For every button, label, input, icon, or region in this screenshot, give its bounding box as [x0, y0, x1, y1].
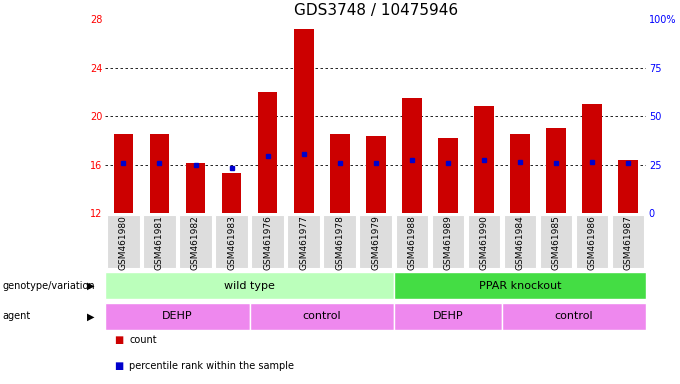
FancyBboxPatch shape [394, 272, 646, 299]
Text: GSM461987: GSM461987 [624, 215, 632, 270]
Bar [330, 134, 350, 213]
Text: GSM461982: GSM461982 [191, 215, 200, 270]
Text: count: count [129, 335, 157, 345]
FancyBboxPatch shape [143, 215, 175, 268]
Text: GSM461985: GSM461985 [551, 215, 560, 270]
FancyBboxPatch shape [540, 215, 572, 268]
FancyBboxPatch shape [180, 215, 211, 268]
FancyBboxPatch shape [502, 303, 646, 330]
FancyBboxPatch shape [107, 215, 139, 268]
Bar [222, 173, 241, 213]
Bar [510, 134, 530, 213]
Text: GSM461979: GSM461979 [371, 215, 380, 270]
Text: genotype/variation: genotype/variation [2, 281, 95, 291]
FancyBboxPatch shape [432, 215, 464, 268]
Text: PPAR knockout: PPAR knockout [479, 281, 561, 291]
Text: GSM461990: GSM461990 [479, 215, 488, 270]
Bar [402, 98, 422, 213]
Text: ▶: ▶ [86, 281, 95, 291]
Bar [294, 29, 313, 213]
FancyBboxPatch shape [324, 215, 356, 268]
FancyBboxPatch shape [288, 215, 320, 268]
FancyBboxPatch shape [504, 215, 536, 268]
FancyBboxPatch shape [216, 215, 248, 268]
Bar [582, 104, 602, 213]
Text: control: control [555, 311, 593, 321]
Text: DEHP: DEHP [432, 311, 463, 321]
Text: control: control [303, 311, 341, 321]
Text: agent: agent [2, 311, 31, 321]
Text: ■: ■ [114, 361, 124, 371]
FancyBboxPatch shape [612, 215, 644, 268]
Bar [618, 160, 638, 213]
FancyBboxPatch shape [468, 215, 500, 268]
Text: GSM461986: GSM461986 [588, 215, 596, 270]
Text: GSM461980: GSM461980 [119, 215, 128, 270]
Text: GSM461978: GSM461978 [335, 215, 344, 270]
Bar [186, 164, 205, 213]
Text: DEHP: DEHP [162, 311, 193, 321]
FancyBboxPatch shape [394, 303, 502, 330]
Text: GSM461988: GSM461988 [407, 215, 416, 270]
Bar [150, 134, 169, 213]
Bar [258, 92, 277, 213]
FancyBboxPatch shape [252, 215, 284, 268]
FancyBboxPatch shape [105, 272, 394, 299]
FancyBboxPatch shape [360, 215, 392, 268]
Title: GDS3748 / 10475946: GDS3748 / 10475946 [294, 3, 458, 18]
FancyBboxPatch shape [105, 303, 250, 330]
Text: wild type: wild type [224, 281, 275, 291]
Bar [366, 136, 386, 213]
FancyBboxPatch shape [250, 303, 394, 330]
Bar [438, 138, 458, 213]
Text: GSM461981: GSM461981 [155, 215, 164, 270]
Text: percentile rank within the sample: percentile rank within the sample [129, 361, 294, 371]
Text: GSM461977: GSM461977 [299, 215, 308, 270]
Text: GSM461976: GSM461976 [263, 215, 272, 270]
Text: GSM461983: GSM461983 [227, 215, 236, 270]
Text: ■: ■ [114, 335, 124, 345]
Bar [474, 106, 494, 213]
Bar [546, 128, 566, 213]
Text: GSM461984: GSM461984 [515, 215, 524, 270]
FancyBboxPatch shape [576, 215, 608, 268]
Text: GSM461989: GSM461989 [443, 215, 452, 270]
FancyBboxPatch shape [396, 215, 428, 268]
Text: ▶: ▶ [86, 311, 95, 321]
Bar [114, 134, 133, 213]
